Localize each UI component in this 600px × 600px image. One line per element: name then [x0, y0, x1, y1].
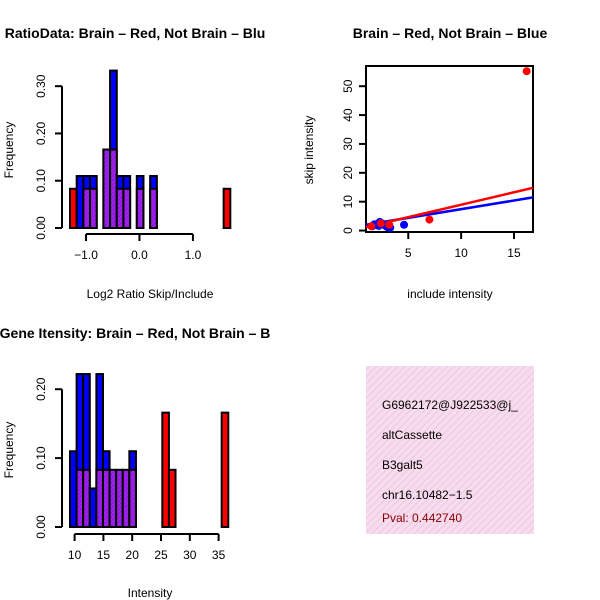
bar-brain-0-5	[102, 148, 112, 229]
scatter-title: Brain – Red, Not Brain – Blue	[353, 25, 548, 41]
bar-not-brain-0-1	[75, 175, 85, 229]
scatter-plot-frame	[365, 65, 534, 233]
x-tick-label-0-1: 0.0	[131, 248, 148, 262]
intensity-histogram-xlabel: Intensity	[128, 586, 173, 600]
info-pval: Pval: 0.442740	[382, 511, 462, 525]
scatter-xlabel: include intensity	[407, 287, 492, 301]
bar-brain-0-7	[115, 187, 125, 230]
y-tick-label-0-3: 0.30	[34, 74, 48, 98]
bar-brain-0-3	[89, 187, 98, 230]
y-tick-label-0-1: 0.10	[34, 169, 48, 193]
y-tick-label-2-0: 0.00	[34, 515, 48, 539]
point-brain-3	[425, 215, 434, 224]
fit-line-brain	[365, 186, 534, 229]
intensity-histogram-ylabel: Frequency	[2, 422, 16, 479]
point-brain-0	[367, 222, 376, 231]
scatter-x-tick-label-1: 10	[454, 246, 468, 260]
intensity-histogram-panel: Gene Itensity: Brain – Red, Not Brain – …	[0, 325, 270, 600]
info-location: chr16.10482−1.5	[382, 488, 473, 502]
bar-brain-0-6	[109, 148, 118, 229]
info-panel: G6962172@J922533@j_ altCassette B3galt5 …	[366, 366, 534, 534]
bar-brain-2-15	[167, 468, 177, 529]
bar-brain-0-12	[149, 187, 158, 230]
scatter-y-tick-label-2: 20	[341, 166, 355, 180]
ratio-histogram-axes: −1.0 0.0 1.0 0.00 0.10 0.20 0.30	[34, 74, 202, 262]
bar-brain-0-10	[135, 187, 145, 230]
y-tick-label-0-2: 0.20	[34, 121, 48, 145]
y-tick-label-2-1: 0.10	[34, 446, 48, 470]
point-brain-1	[376, 219, 385, 228]
intensity-histogram-bars	[69, 373, 230, 529]
x-tick-label-2-0: 10	[68, 548, 82, 562]
bar-brain-0-23	[222, 187, 232, 230]
scatter-y-tick-label-0: 0	[341, 227, 355, 234]
point-brain-2	[385, 220, 394, 229]
bar-brain-0-8	[122, 187, 132, 230]
scatter-x-tick-label-0: 5	[405, 246, 412, 260]
x-tick-label-2-3: 25	[154, 548, 168, 562]
scatter-axes: 5 10 15 0 10 20 30 40 50	[341, 65, 534, 260]
ratio-histogram-xlabel: Log2 Ratio Skip/Include	[87, 287, 214, 301]
x-tick-label-2-1: 15	[97, 548, 111, 562]
info-event-type: altCassette	[382, 428, 442, 442]
scatter-y-tick-label-5: 50	[341, 79, 355, 93]
scatter-y-tick-label-4: 40	[341, 108, 355, 122]
scatter-ylabel: skip intensity	[302, 116, 316, 185]
bar-brain-2-23	[220, 411, 230, 528]
x-tick-label-0-2: 1.0	[185, 248, 202, 262]
bar-brain-0-2	[82, 187, 92, 230]
y-tick-label-2-2: 0.20	[34, 377, 48, 401]
x-tick-label-2-4: 30	[183, 548, 197, 562]
info-gene-symbol: B3galt5	[382, 458, 423, 472]
intensity-histogram-axes: 10 15 20 25 30 35 0.00 0.10 0.20	[34, 377, 226, 562]
bar-brain-2-9	[128, 468, 137, 529]
info-event-id: G6962172@J922533@j_	[382, 398, 518, 412]
point-not-brain-7	[400, 220, 409, 229]
ratio-histogram-ylabel: Frequency	[2, 122, 16, 179]
x-tick-label-2-2: 20	[126, 548, 140, 562]
x-tick-label-0-0: −1.0	[74, 248, 98, 262]
ratio-histogram-title: RatioData: Brain – Red, Not Brain – Blu	[5, 25, 266, 41]
intensity-histogram-title: Gene Itensity: Brain – Red, Not Brain – …	[0, 325, 270, 341]
ratio-histogram-bars	[69, 69, 232, 230]
ratio-histogram-panel: RatioData: Brain – Red, Not Brain – Blu …	[2, 25, 265, 301]
scatter-y-tick-label-3: 30	[341, 137, 355, 151]
scatter-y-tick-label-1: 10	[341, 195, 355, 209]
y-tick-label-0-0: 0.00	[34, 216, 48, 240]
scatter-marks	[365, 67, 534, 232]
info-background	[366, 366, 534, 534]
scatter-x-tick-label-2: 15	[507, 246, 521, 260]
bar-brain-0-0	[69, 187, 78, 230]
intensity-scatter-panel: Brain – Red, Not Brain – Blue 5 10 15 0 10 20…	[302, 25, 547, 301]
x-tick-label-2-5: 35	[212, 548, 226, 562]
point-brain-4	[522, 67, 531, 76]
